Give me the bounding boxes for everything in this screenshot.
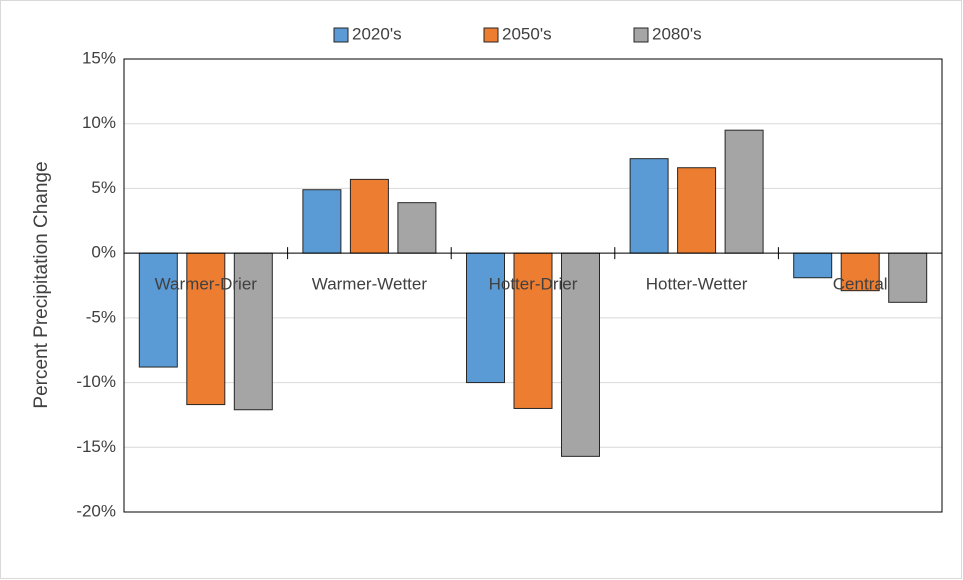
y-tick-label: -15% xyxy=(76,437,116,456)
y-tick-label: -5% xyxy=(86,307,116,326)
x-tick-label: Hotter-Wetter xyxy=(646,275,748,294)
y-tick-label: 10% xyxy=(82,113,116,132)
bar xyxy=(397,202,437,254)
x-tick-label: Hotter-Drier xyxy=(489,275,578,294)
y-tick-label: -10% xyxy=(76,372,116,391)
legend-label: 2020's xyxy=(352,24,402,43)
bar xyxy=(466,252,505,384)
x-tick-label: Warmer-Drier xyxy=(155,275,258,294)
x-tick-label: Central xyxy=(833,275,888,294)
bar xyxy=(888,252,928,303)
bar xyxy=(724,129,764,254)
legend-label: 2050's xyxy=(502,24,552,43)
y-tick-label: 15% xyxy=(82,48,116,67)
x-tick-label: Warmer-Wetter xyxy=(312,275,428,294)
y-tick-label: 5% xyxy=(91,178,116,197)
plot-frame xyxy=(123,58,943,513)
bar xyxy=(138,252,178,368)
legend-swatch xyxy=(633,27,649,43)
legend-swatch xyxy=(333,27,349,43)
y-axis-label: Percent Precipitation Change xyxy=(31,161,52,408)
bar xyxy=(349,178,389,254)
y-tick-label: 0% xyxy=(91,243,116,262)
bar xyxy=(793,252,833,279)
legend-label: 2080's xyxy=(652,24,702,43)
bar xyxy=(302,189,342,254)
bar xyxy=(677,167,717,254)
bar xyxy=(629,158,669,254)
y-tick-label: -20% xyxy=(76,501,116,520)
bar xyxy=(561,252,600,457)
legend-swatch xyxy=(483,27,499,43)
